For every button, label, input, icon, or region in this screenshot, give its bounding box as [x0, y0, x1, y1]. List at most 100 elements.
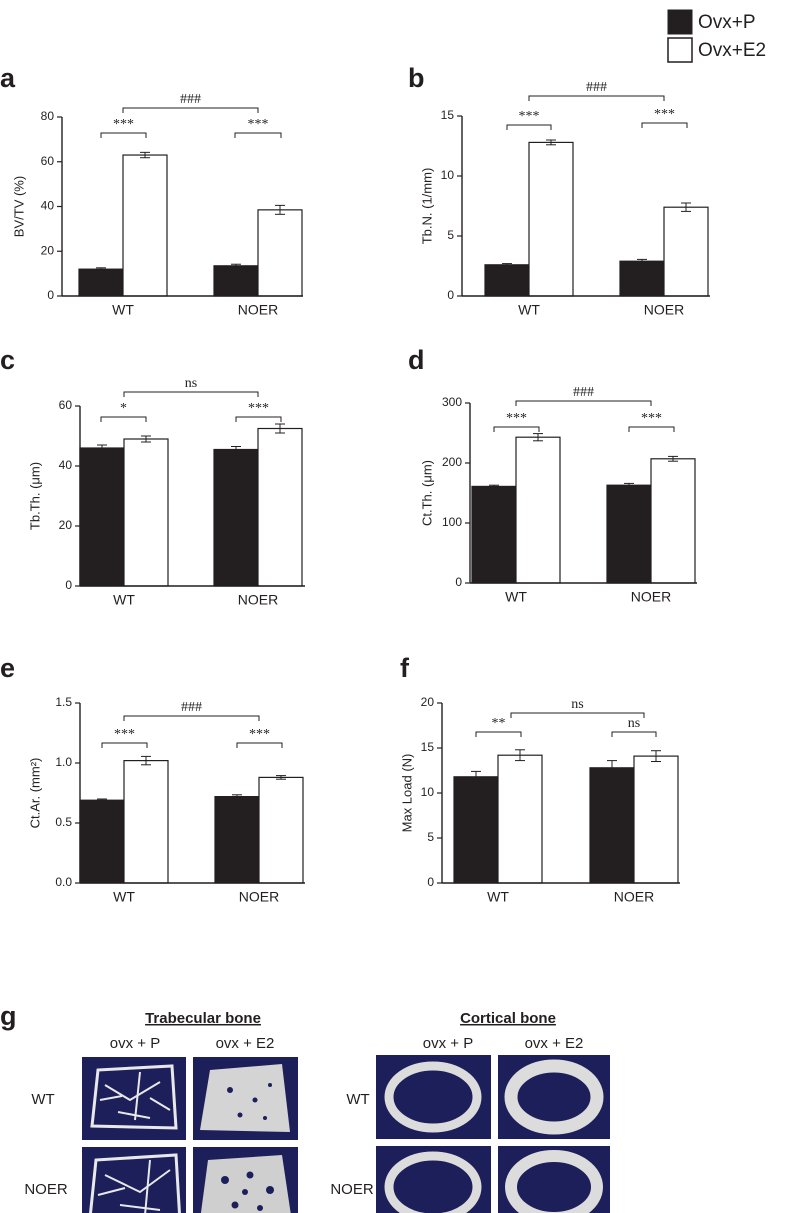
- bar: [123, 438, 169, 587]
- significance-bracket: [515, 400, 652, 406]
- y-axis-label: Ct.Ar. (mm²): [27, 758, 42, 829]
- row-label: NOER: [24, 1181, 68, 1198]
- row-label: WT: [346, 1091, 369, 1108]
- bar: [663, 206, 709, 297]
- significance-bracket: [236, 742, 283, 748]
- significance-label: ###: [180, 92, 201, 107]
- bar: [515, 436, 561, 584]
- bar: [79, 447, 125, 587]
- panel-letter: d: [408, 345, 425, 375]
- micro-ct-image: [193, 1147, 298, 1213]
- significance-label: ***: [641, 411, 662, 426]
- y-tick-label: 0: [65, 578, 72, 592]
- bar: [453, 776, 499, 884]
- significance-bracket: [101, 742, 148, 748]
- panel-letter: c: [0, 345, 15, 375]
- bar: [257, 209, 303, 297]
- panel-letter: g: [0, 1001, 17, 1031]
- bar: [213, 265, 259, 297]
- x-tick-label: WT: [487, 889, 509, 905]
- error-bar: [546, 139, 556, 146]
- bar: [497, 754, 543, 884]
- y-tick-label: 80: [41, 109, 55, 123]
- bar: [484, 264, 530, 297]
- error-bar: [624, 482, 634, 488]
- y-tick-label: 20: [59, 518, 73, 532]
- y-tick-label: 200: [442, 455, 462, 469]
- error-bar: [651, 750, 661, 762]
- legend-swatch: [667, 37, 693, 63]
- significance-bracket: [234, 132, 282, 138]
- y-tick-label: 300: [442, 395, 462, 409]
- significance-bracket: [475, 731, 522, 737]
- y-axis-label: Ct.Th. (μm): [419, 460, 434, 526]
- y-tick-label: 60: [59, 398, 73, 412]
- significance-bracket: [528, 95, 665, 101]
- error-bar: [141, 755, 151, 766]
- significance-bracket: [235, 416, 282, 422]
- significance-label: ns: [185, 376, 197, 391]
- significance-label: ###: [573, 385, 594, 400]
- bar: [471, 485, 517, 584]
- bar: [258, 776, 304, 884]
- significance-bracket: [510, 712, 645, 718]
- y-tick-label: 1.0: [55, 755, 72, 769]
- significance-label: ***: [113, 117, 134, 132]
- row-label: NOER: [330, 1181, 374, 1198]
- panel-g: g Trabecular bone Cortical bone ovx + P …: [0, 1001, 610, 1213]
- error-bar: [96, 267, 106, 271]
- chart-panel: a BV/TV (%) 0 20 40 60 80 WT NOER *** *** ###: [0, 63, 303, 318]
- row-label: WT: [31, 1091, 54, 1108]
- legend-label: Ovx+E2: [698, 40, 766, 61]
- significance-label: ns: [628, 716, 640, 731]
- x-tick-label: NOER: [238, 592, 278, 608]
- y-axis-label: Tb.N. (1/mm): [419, 168, 434, 245]
- y-axis-label: Tb.Th. (μm): [27, 462, 42, 530]
- legend-label: Ovx+P: [698, 12, 756, 33]
- x-tick-label: WT: [113, 889, 135, 905]
- error-bar: [231, 446, 241, 453]
- significance-bracket: [493, 426, 540, 432]
- error-bar: [681, 202, 691, 212]
- panel-letter: b: [408, 63, 425, 93]
- x-tick-label: WT: [505, 589, 527, 605]
- significance-label: **: [492, 716, 506, 731]
- error-bar: [231, 263, 241, 268]
- bar: [589, 767, 635, 884]
- panel-letter: f: [400, 653, 410, 683]
- bar: [650, 458, 696, 584]
- error-bar: [97, 798, 107, 802]
- y-tick-label: 40: [59, 458, 73, 472]
- error-bar: [502, 263, 512, 267]
- bar: [619, 260, 665, 297]
- chart-panel: f Max Load (N) 0 5 10 15 20 WT NOER ** ns ns: [399, 653, 680, 905]
- column-label: ovx + P: [423, 1035, 473, 1052]
- significance-label: ***: [248, 401, 269, 416]
- y-tick-label: 5: [427, 830, 434, 844]
- error-bar: [668, 455, 678, 462]
- column-label: ovx + P: [110, 1035, 160, 1052]
- significance-label: ###: [586, 80, 607, 95]
- significance-label: ***: [654, 107, 675, 122]
- panel-letter: e: [0, 653, 15, 683]
- bar: [79, 799, 125, 884]
- error-bar: [471, 770, 481, 783]
- column-label: ovx + E2: [216, 1035, 275, 1052]
- x-tick-label: WT: [113, 592, 135, 608]
- y-tick-label: 20: [421, 695, 435, 709]
- chart-panel: e Ct.Ar. (mm²) 0.0 0.5 1.0 1.5 WT NOER *** *** ###: [0, 653, 305, 905]
- significance-label: ns: [571, 697, 583, 712]
- y-tick-label: 40: [41, 199, 55, 213]
- bar: [214, 795, 260, 884]
- chart-panel: b Tb.N. (1/mm) 0 5 10 15 WT NOER *** *** ###: [408, 63, 710, 318]
- error-bar: [489, 484, 499, 489]
- column-label: ovx + E2: [525, 1035, 584, 1052]
- chart-panel: d Ct.Th. (μm) 0 100 200 300 WT NOER *** *** ###: [408, 345, 697, 605]
- y-tick-label: 15: [441, 108, 455, 122]
- y-tick-label: 10: [421, 785, 435, 799]
- significance-bracket: [641, 122, 688, 128]
- error-bar: [275, 204, 285, 215]
- error-bar: [533, 433, 543, 442]
- significance-bracket: [611, 731, 657, 737]
- bar: [213, 448, 259, 587]
